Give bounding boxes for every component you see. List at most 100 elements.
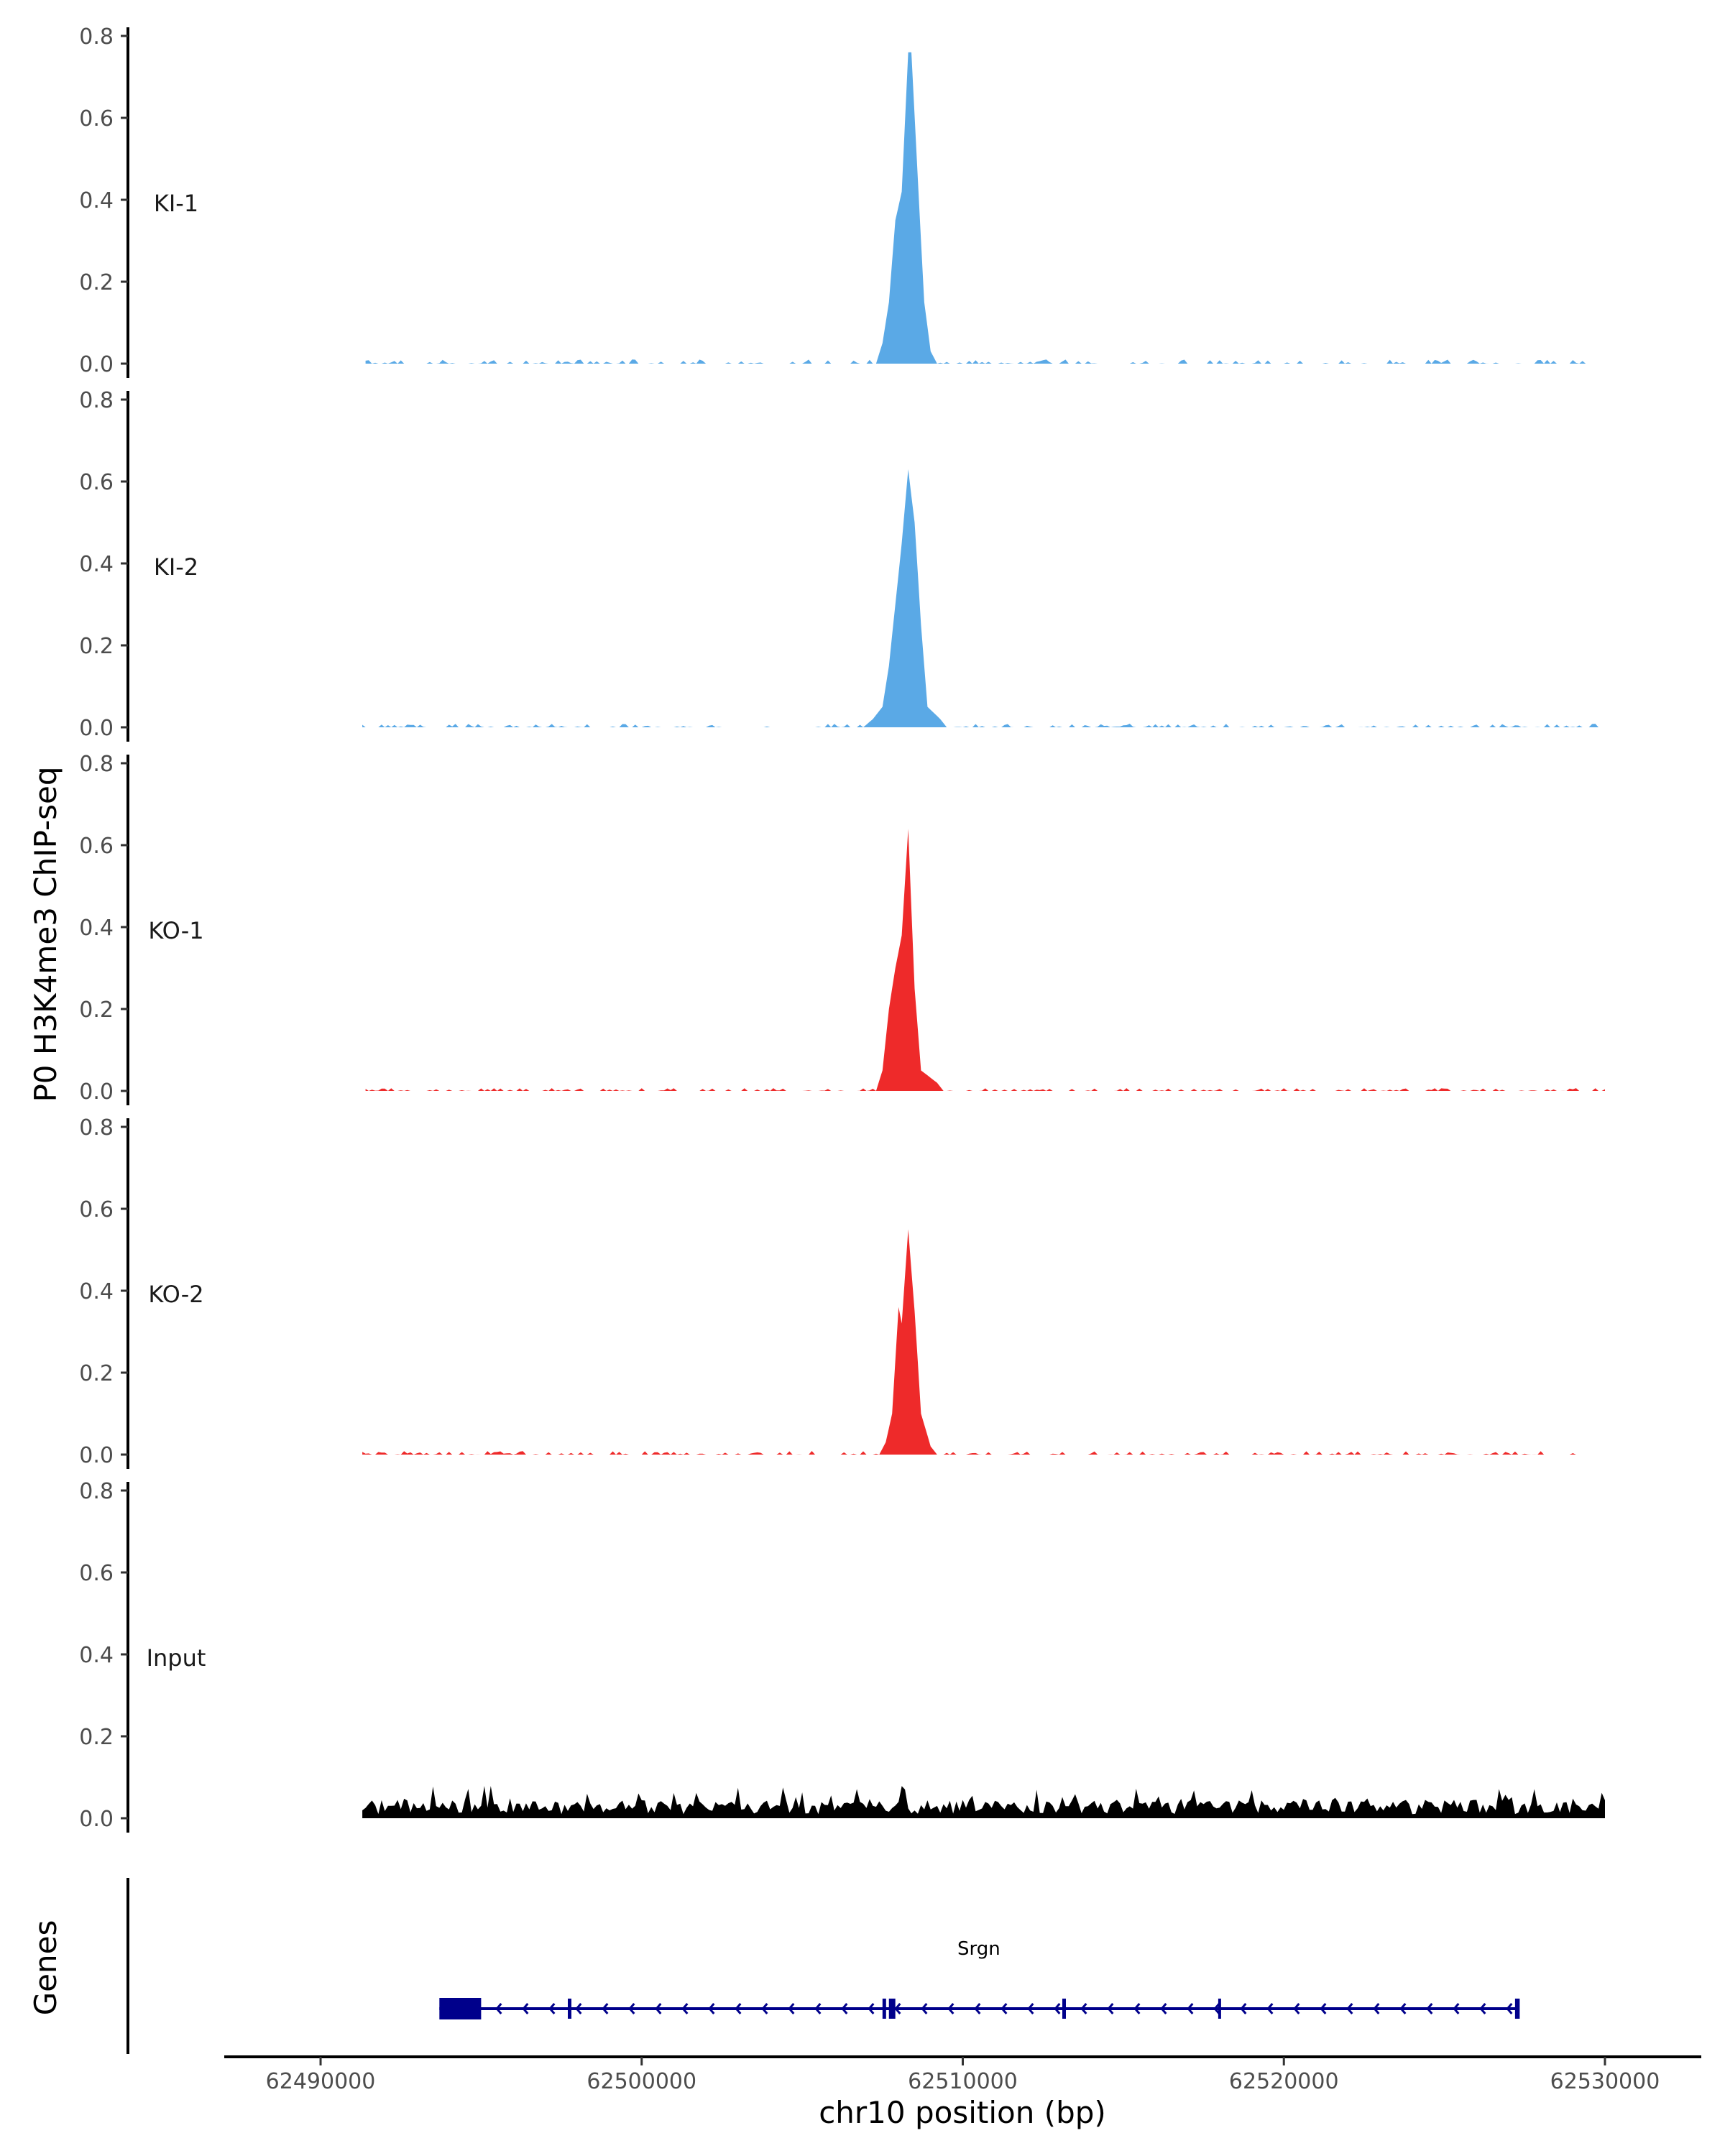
y-tick-label: 0.4	[79, 552, 114, 577]
strand-arrow	[921, 2003, 928, 2014]
y-tick-label: 0.2	[79, 634, 114, 659]
strand-arrow	[655, 2003, 662, 2014]
strand-arrow	[1426, 2003, 1433, 2014]
y-tick-label: 0.0	[79, 716, 114, 741]
strand-arrow	[947, 2003, 954, 2014]
x-tick-label: 62510000	[908, 2069, 1018, 2094]
y-tick-label: 0.0	[79, 1443, 114, 1468]
genes-panel: Genes Srgn	[28, 1878, 1520, 2054]
strand-arrow	[1479, 2003, 1486, 2014]
gene-exon	[882, 1999, 886, 2019]
y-tick-label: 0.2	[79, 998, 114, 1023]
track-panel-ki-2: 0.0 0.2 0.4 0.6 0.8 KI-2	[79, 388, 1602, 742]
coverage-area-ki-1	[365, 52, 1589, 364]
coverage-area-ko-1	[365, 829, 1606, 1091]
y-tick-label: 0.8	[79, 752, 114, 777]
strand-arrow	[575, 2003, 582, 2014]
gene-exon	[568, 1999, 572, 2019]
y-axis-label: P0 H3K4me3 ChIP-seq	[28, 766, 63, 1102]
track-label: KO-1	[148, 917, 203, 944]
x-axis-label: chr10 position (bp)	[819, 2095, 1106, 2130]
gene-exon	[1062, 1999, 1066, 2019]
y-tick-label: 0.8	[79, 1115, 114, 1141]
strand-arrow	[1373, 2003, 1380, 2014]
y-tick-label: 0.0	[79, 1079, 114, 1105]
strand-arrow	[495, 2003, 502, 2014]
strand-arrow	[974, 2003, 981, 2014]
strand-arrow	[1000, 2003, 1008, 2014]
coverage-tracks: 0.00.20.40.60.8KI-10.00.20.40.60.8KI-20.…	[79, 24, 1606, 1833]
strand-arrow	[894, 2003, 901, 2014]
strand-arrow	[1054, 2003, 1061, 2014]
x-axis: 62490000 62500000 62510000 62520000 62530000…	[224, 2055, 1701, 2130]
strand-arrow	[681, 2003, 689, 2014]
gene-models: Srgn	[439, 1938, 1520, 2019]
strand-arrow	[1187, 2003, 1194, 2014]
gene-exon	[439, 1998, 482, 2019]
strand-arrow	[1293, 2003, 1300, 2014]
y-tick-label: 0.4	[79, 1279, 114, 1304]
strand-arrow	[814, 2003, 822, 2014]
strand-arrow	[522, 2003, 529, 2014]
strand-arrow	[1133, 2003, 1141, 2014]
strand-arrow	[761, 2003, 768, 2014]
track-label: Input	[147, 1644, 206, 1672]
genes-track-label: Genes	[28, 1920, 63, 2016]
strand-arrow	[868, 2003, 875, 2014]
track-panel-ko-2: 0.0 0.2 0.4 0.6 0.8 KO-2	[79, 1115, 1606, 1469]
x-tick-label: 62530000	[1550, 2069, 1660, 2094]
x-tick-label: 62520000	[1229, 2069, 1339, 2094]
strand-arrow	[735, 2003, 742, 2014]
track-panel-ko-1: 0.0 0.2 0.4 0.6 0.8 KO-1	[79, 752, 1606, 1105]
strand-arrow	[788, 2003, 795, 2014]
y-tick-label: 0.6	[79, 1561, 114, 1586]
coverage-area-input	[362, 1786, 1606, 1818]
y-tick-label: 0.2	[79, 270, 114, 295]
track-panel-ki-1: 0.0 0.2 0.4 0.6 0.8 KI-1	[79, 24, 1589, 378]
strand-arrow	[1266, 2003, 1274, 2014]
strand-arrow	[602, 2003, 609, 2014]
y-tick-label: 0.4	[79, 1643, 114, 1668]
y-tick-label: 0.8	[79, 388, 114, 413]
strand-arrow	[1213, 2003, 1220, 2014]
gene-srgn: Srgn	[439, 1938, 1520, 2019]
strand-arrow	[1080, 2003, 1087, 2014]
strand-arrow	[548, 2003, 556, 2014]
y-tick-label: 0.6	[79, 106, 114, 132]
y-tick-label: 0.8	[79, 1479, 114, 1504]
gene-label: Srgn	[957, 1938, 1000, 1960]
track-label: KO-2	[148, 1281, 203, 1308]
y-tick-label: 0.0	[79, 352, 114, 377]
y-tick-label: 0.8	[79, 24, 114, 50]
y-tick-label: 0.0	[79, 1807, 114, 1832]
y-tick-label: 0.6	[79, 834, 114, 859]
y-tick-label: 0.2	[79, 1725, 114, 1750]
y-tick-label: 0.4	[79, 188, 114, 213]
y-tick-label: 0.6	[79, 1197, 114, 1222]
coverage-area-ko-2	[362, 1229, 1606, 1455]
strand-arrow	[1240, 2003, 1247, 2014]
strand-arrow	[1453, 2003, 1460, 2014]
y-tick-label: 0.6	[79, 470, 114, 495]
x-ticks: 62490000 62500000 62510000 62520000 62530000	[266, 2057, 1660, 2094]
y-tick-label: 0.4	[79, 916, 114, 941]
y-tick-label: 0.2	[79, 1361, 114, 1386]
strand-arrow	[1346, 2003, 1353, 2014]
strand-arrow	[628, 2003, 635, 2014]
x-tick-label: 62500000	[586, 2069, 696, 2094]
strand-arrow	[1160, 2003, 1167, 2014]
x-tick-label: 62490000	[266, 2069, 376, 2094]
strand-arrow	[1027, 2003, 1034, 2014]
strand-arrow	[1399, 2003, 1407, 2014]
track-label: KI-1	[154, 190, 198, 217]
strand-arrow	[708, 2003, 715, 2014]
coverage-area-ki-2	[362, 469, 1602, 727]
track-label: KI-2	[154, 553, 198, 581]
strand-arrow	[841, 2003, 848, 2014]
y-axis-title: P0 H3K4me3 ChIP-seq	[28, 766, 63, 1102]
strand-arrow	[1107, 2003, 1114, 2014]
strand-arrow	[1320, 2003, 1327, 2014]
track-panel-input: 0.0 0.2 0.4 0.6 0.8 Input	[79, 1479, 1606, 1833]
strand-arrow	[1506, 2003, 1513, 2014]
